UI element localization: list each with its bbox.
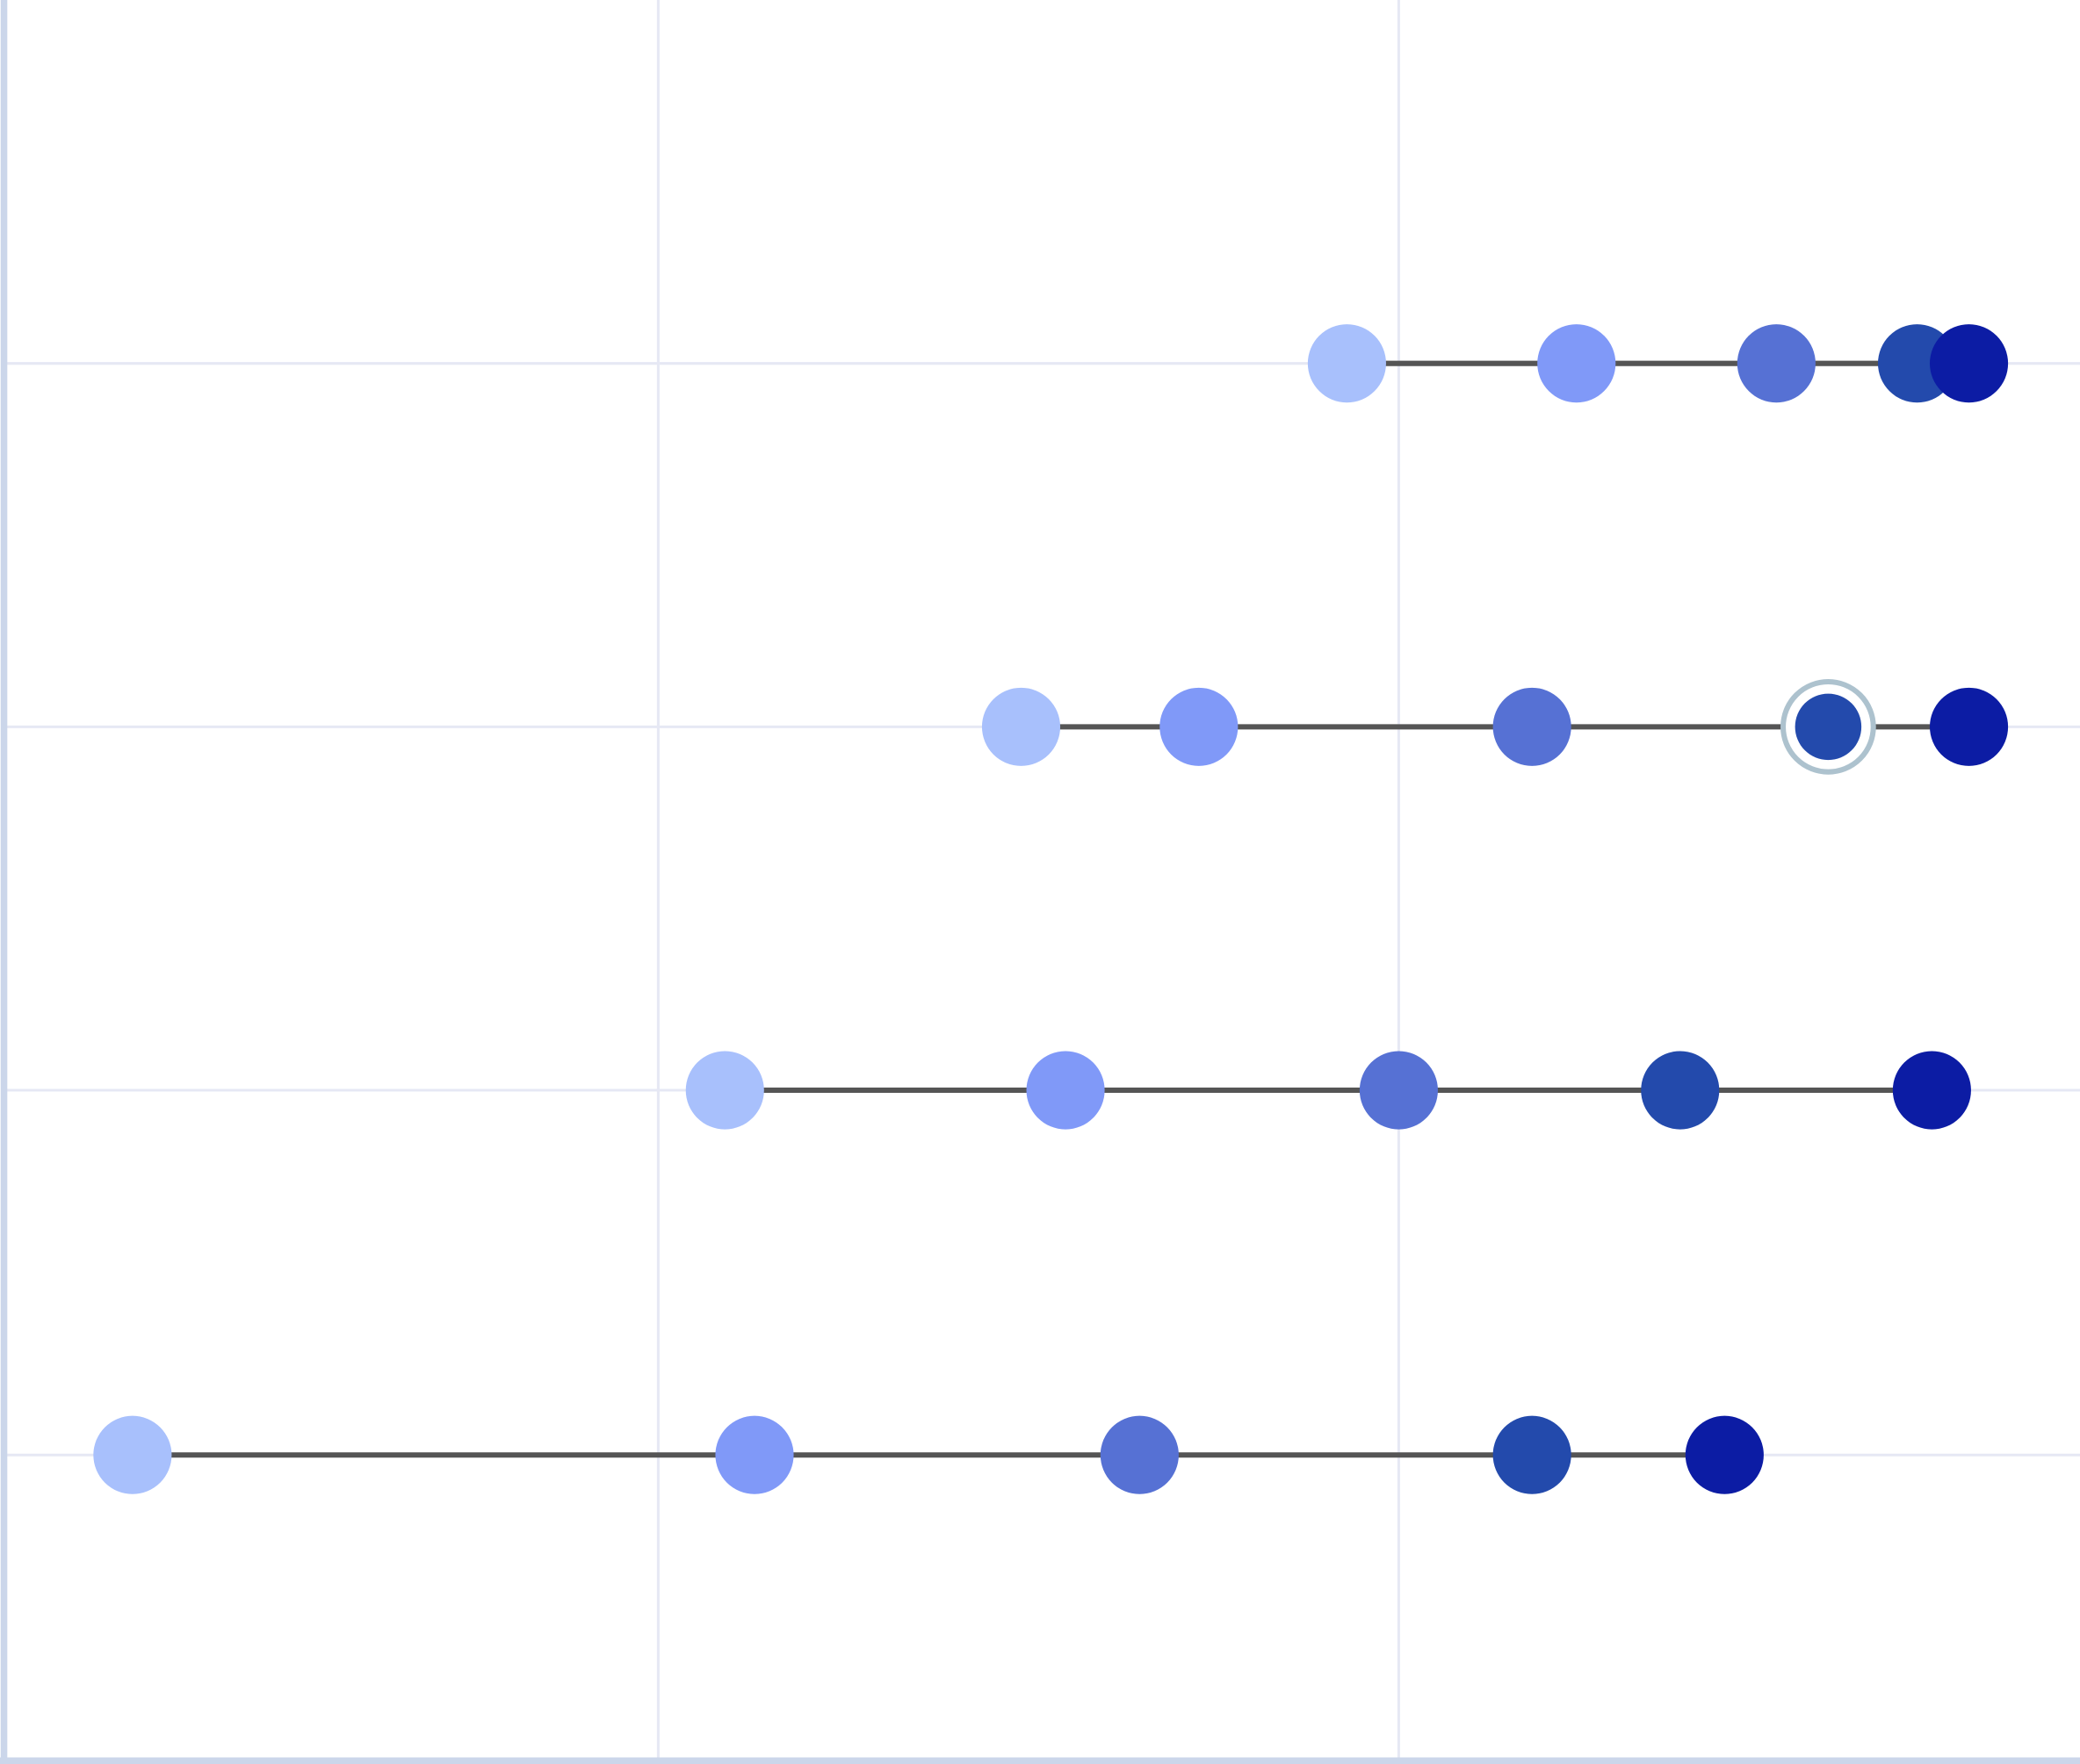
data-point[interactable] [93, 1415, 172, 1494]
data-point[interactable] [1929, 324, 2009, 403]
data-point[interactable] [1685, 1415, 1764, 1494]
data-point[interactable] [1795, 693, 1862, 761]
data-point[interactable] [685, 1051, 764, 1130]
data-point[interactable] [981, 687, 1061, 766]
data-row [685, 1051, 1971, 1130]
data-row [93, 1415, 1764, 1494]
data-point[interactable] [1159, 687, 1239, 766]
data-row [981, 679, 2009, 775]
data-point[interactable] [1892, 1051, 1971, 1130]
data-rows [93, 324, 2009, 1494]
data-row [1307, 324, 2009, 403]
data-point[interactable] [1929, 687, 2009, 766]
data-point[interactable] [715, 1415, 794, 1494]
data-point[interactable] [1737, 324, 1816, 403]
data-point[interactable] [1359, 1051, 1438, 1130]
gridlines [6, 0, 2080, 1760]
data-point[interactable] [1100, 1415, 1179, 1494]
data-point[interactable] [1492, 1415, 1571, 1494]
data-point[interactable] [1537, 324, 1616, 403]
data-point[interactable] [1307, 324, 1386, 403]
data-point[interactable] [1026, 1051, 1105, 1130]
data-point[interactable] [1641, 1051, 1720, 1130]
data-point[interactable] [1492, 687, 1571, 766]
